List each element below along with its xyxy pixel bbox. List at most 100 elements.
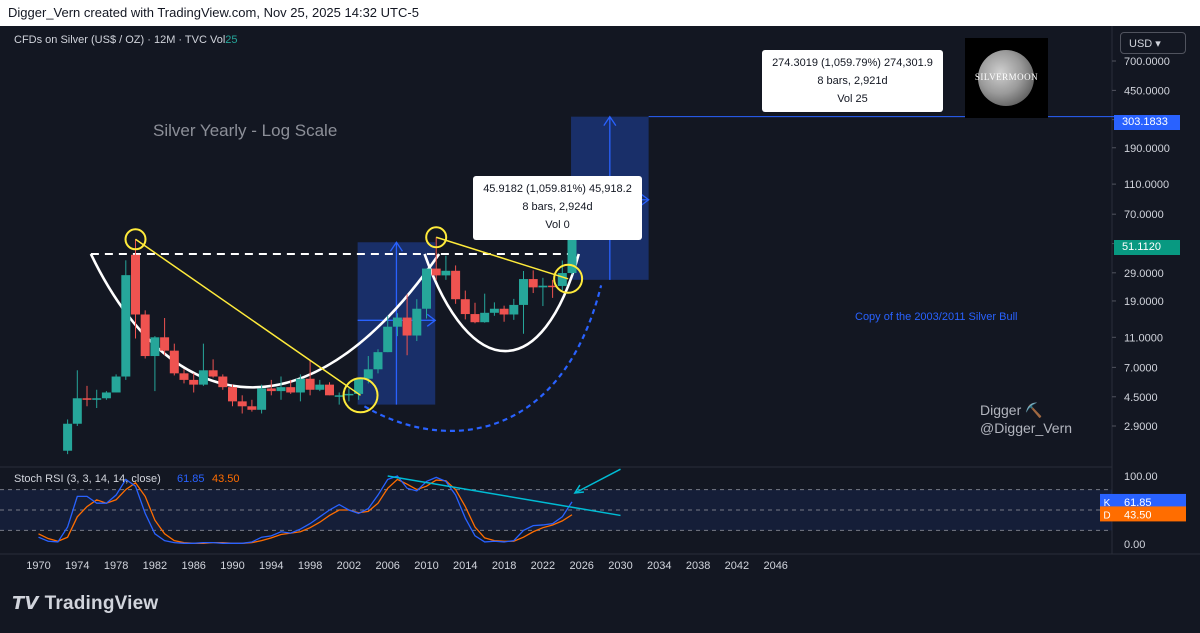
rsi-arrow-head [573,484,584,494]
chart-canvas[interactable]: 700.0000450.0000290.0000190.0000110.0000… [0,26,1200,579]
candle-body [538,285,548,288]
projection-note: Copy of the 2003/2011 Silver Bull [855,311,1017,323]
time-tick-label: 1978 [104,560,128,572]
time-tick-label: 1974 [65,560,89,572]
chevron-down-icon: ▾ [1155,38,1161,50]
volume-value: 25 [225,34,238,46]
time-tick-label: 2038 [686,560,710,572]
candle-body [344,393,354,396]
candle-body [140,314,150,357]
candle-body [101,392,111,399]
candle-body [412,308,422,336]
time-tick-label: 2002 [337,560,361,572]
candle-body [548,285,558,288]
current-price-label: 51.1120 [1114,240,1180,255]
candle-body [295,378,305,393]
measure-1-bars: 8 bars, 2,924d [522,201,593,213]
measure-box-1: 45.9182 (1,059.81%) 45,918.2 8 bars, 2,9… [473,176,642,240]
rsi-d-value-box [1114,506,1186,522]
target-price-label: 303.1833 [1114,115,1180,130]
candle-body [373,352,383,370]
time-tick-label: 2046 [763,560,787,572]
branding-bar: 𝙏𝙑 TradingView [0,579,1200,633]
candle-body [72,398,82,424]
measure-2-arrow-head-right [640,193,650,207]
candle-body [509,304,519,315]
candle-body [567,235,577,274]
time-tick-label: 2018 [492,560,516,572]
silvermoon-logo: SILVERMOON [965,38,1048,118]
candle-body [198,370,208,385]
candle-body [470,314,480,323]
candle-body [383,326,393,353]
chart-area[interactable]: 700.0000450.0000290.0000190.0000110.0000… [0,26,1200,579]
tradingview-logo: 𝙏𝙑 TradingView [12,593,158,615]
candle-body [276,387,286,392]
candle-body [315,384,325,390]
candle-body [111,376,121,393]
rsi-d-axis-value: 43.50 [1124,509,1152,521]
candle-body [189,379,199,385]
currency-label: USD [1129,38,1153,50]
time-tick-label: 2006 [375,560,399,572]
chart-title-annotation: Silver Yearly - Log Scale [153,121,337,140]
candle-body [557,273,567,286]
price-tick-label: 19.0000 [1124,296,1164,308]
candle-body [480,312,490,323]
rsi-tick-label: 0.00 [1124,539,1145,551]
rsi-tick-label: 100.00 [1124,471,1158,483]
candle-body [247,406,257,410]
candle-body [92,398,102,400]
rsi-arrow-line [574,468,621,494]
candle-body [519,279,528,305]
price-tick-label: 7.0000 [1124,362,1158,374]
cup-curve-small [423,253,581,353]
author-annotation: Digger ⛏️ [980,402,1043,419]
chart-credit-bar: Digger_Vern created with TradingView.com… [0,0,1200,26]
time-tick-label: 1994 [259,560,283,572]
candle-body [460,299,470,315]
time-tick-label: 1990 [220,560,244,572]
candle-body [257,388,267,410]
rsi-k-header-value: 61.85 [177,473,205,485]
measure-1-arrow-head-right [426,313,437,327]
candle-body [63,423,73,451]
trendline-1980-2003 [135,238,361,396]
candle-body [82,398,92,400]
candle-body [363,369,373,379]
currency-button[interactable]: USD ▾ [1120,32,1186,54]
candle-body [266,388,276,392]
price-tick-label: 2.9000 [1124,421,1158,433]
candle-body [334,395,344,397]
volume-label: Vol [210,34,226,46]
rsi-k-tag-letter: K [1104,498,1111,509]
rsi-k-value-box [1114,493,1186,509]
candle-body [286,387,296,393]
time-tick-label: 1982 [143,560,167,572]
time-tick-label: 1970 [26,560,50,572]
time-tick-label: 1998 [298,560,322,572]
candle-body [402,317,412,336]
rsi-k-line [38,475,573,544]
candle-body [150,337,160,357]
candle-body [218,376,228,388]
rsi-k-axis-value: 61.85 [1124,497,1152,509]
candle-body [237,401,247,407]
candle-body [392,317,402,327]
time-tick-label: 2022 [531,560,555,572]
candle-body [422,268,431,309]
highlight-circle [425,226,448,249]
symbol-header: CFDs on Silver (US$ / OZ) · 12M · TVC Vo… [14,34,238,46]
candle-body [179,373,189,380]
measure-2-arrow-head [603,115,617,127]
highlight-circle [342,377,379,414]
time-tick-label: 1986 [181,560,205,572]
price-tick-label: 190.0000 [1124,143,1170,155]
time-tick-label: 2026 [569,560,593,572]
time-tick-label: 2010 [414,560,438,572]
rsi-d-tag [1100,506,1114,522]
tradingview-icon: 𝙏𝙑 [12,593,39,613]
rsi-title: Stoch RSI (3, 3, 14, 14, close) [14,473,161,485]
candle-body [354,378,364,394]
candle-body [160,337,170,351]
